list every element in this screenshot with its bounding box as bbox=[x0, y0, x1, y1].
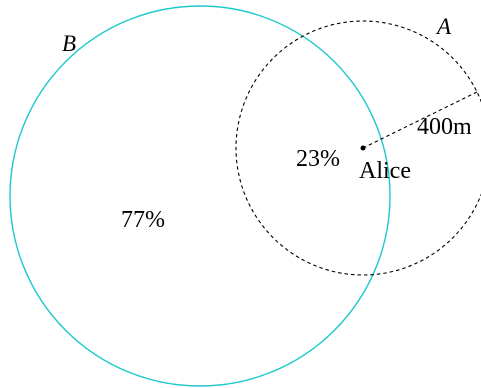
alice-point bbox=[360, 145, 366, 151]
circle-b-percent: 77% bbox=[121, 207, 165, 233]
circle-b bbox=[9, 5, 391, 387]
circle-b-label: B bbox=[62, 31, 76, 56]
overlap-percent: 23% bbox=[296, 146, 340, 172]
radius-label: 400m bbox=[417, 114, 472, 140]
radius-line bbox=[362, 90, 480, 149]
circle-a-label: A bbox=[435, 14, 452, 39]
alice-label: Alice bbox=[359, 158, 411, 184]
circle-a bbox=[235, 20, 481, 276]
